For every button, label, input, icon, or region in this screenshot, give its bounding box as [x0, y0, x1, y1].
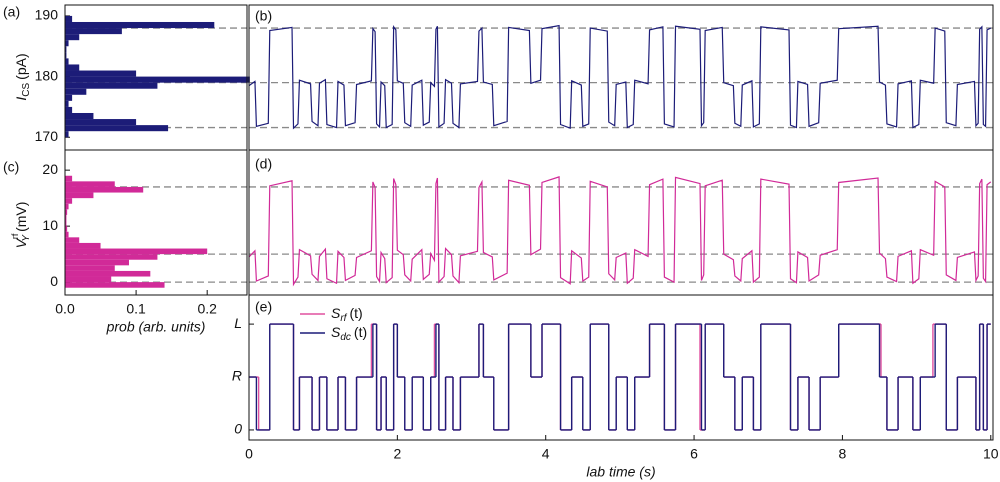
- panel-label: (a): [3, 4, 20, 20]
- histogram-bar: [65, 34, 80, 41]
- histogram-bar: [65, 198, 73, 204]
- y-tick-label: L: [234, 315, 242, 331]
- y-tick-label: 0: [50, 273, 58, 289]
- y-axis-label: ICS (pA): [13, 53, 32, 100]
- legend-label: Sdc (t): [331, 324, 367, 343]
- histogram-bar: [65, 15, 73, 22]
- y-tick-label: 10: [42, 217, 58, 233]
- histogram-bar: [65, 70, 137, 77]
- histogram-bar: [65, 282, 165, 288]
- histogram-bar: [65, 259, 129, 266]
- x-tick-label: 4: [542, 446, 550, 462]
- x-axis-label: lab time (s): [586, 464, 655, 480]
- x-tick-label: 0.2: [197, 301, 217, 317]
- legend-suffix: (t): [354, 324, 367, 340]
- histogram-bar: [65, 226, 68, 232]
- histogram-bar: [65, 270, 151, 277]
- histogram-bar: [65, 88, 87, 95]
- legend-name: S: [331, 324, 341, 340]
- trace-line: [248, 176, 992, 287]
- histogram-bar: [65, 192, 94, 199]
- panel-label: (e): [255, 299, 272, 315]
- panel-label: (c): [3, 159, 19, 175]
- x-tick-label: 6: [690, 446, 698, 462]
- histogram-bar: [65, 76, 250, 83]
- histogram-bar: [65, 254, 158, 260]
- histogram-bar: [65, 125, 169, 132]
- histogram-bar: [65, 28, 122, 35]
- y-label-unit: (pA): [13, 53, 29, 79]
- y-tick-label: 170: [35, 128, 59, 144]
- x-tick-label: 0.0: [55, 301, 75, 317]
- y-tick-label: R: [232, 368, 242, 384]
- legend-name: S: [331, 305, 341, 321]
- histogram-bar: [65, 40, 69, 47]
- histogram-bar: [65, 46, 67, 53]
- y-label-subscript: CS: [21, 83, 32, 97]
- y-tick-label: 180: [35, 67, 59, 83]
- x-tick-label: 10: [983, 446, 999, 462]
- x-tick-label: 0.1: [126, 301, 146, 317]
- y-axis-label: VrfY (mV): [10, 202, 31, 249]
- histogram-bar: [65, 131, 69, 138]
- histogram-bar: [65, 237, 80, 243]
- y-label-unit: (mV): [13, 202, 29, 232]
- axes-frame: [248, 4, 994, 151]
- legend-subscript: dc: [340, 332, 351, 343]
- histogram-bar: [65, 119, 137, 126]
- histogram-bar: [65, 100, 69, 107]
- histogram-bar: [65, 82, 158, 89]
- histogram-bar: [65, 276, 112, 283]
- x-tick-label: 8: [839, 446, 847, 462]
- histogram-bar: [65, 175, 73, 182]
- x-tick-label: 2: [393, 446, 401, 462]
- axes-frame: [248, 149, 994, 296]
- histogram-bar: [65, 112, 94, 120]
- x-tick-label: 0: [245, 446, 253, 462]
- histogram-bar: [65, 248, 208, 255]
- histogram-bar: [65, 21, 215, 29]
- axes-frame: [64, 149, 248, 296]
- legend-subscript: rf: [340, 313, 347, 324]
- histogram-bar: [65, 231, 69, 238]
- panel-label: (d): [255, 156, 272, 172]
- y-label-symbol: I: [13, 97, 29, 101]
- histogram-bar: [65, 106, 73, 113]
- y-label-subscript: Y: [21, 234, 32, 242]
- histogram-bar: [65, 265, 115, 271]
- histogram-bar: [65, 94, 73, 101]
- axes-frame: [248, 294, 994, 441]
- histogram-bar: [65, 58, 69, 65]
- y-label-superscript: rf: [10, 233, 20, 239]
- histogram-bar: [65, 203, 69, 210]
- histogram-bar: [65, 52, 67, 59]
- legend-label: Srf (t): [331, 305, 363, 324]
- panel-label: (b): [255, 8, 272, 24]
- histogram-bar: [65, 242, 101, 249]
- x-axis-label: prob (arb. units): [106, 319, 206, 335]
- histogram-bar: [65, 214, 67, 221]
- y-tick-label: 190: [35, 7, 59, 23]
- histogram-bar: [65, 181, 115, 187]
- histogram-bar: [65, 220, 67, 227]
- y-label-symbol: V: [13, 237, 29, 248]
- histogram-bar: [65, 186, 144, 193]
- histogram-bar: [65, 209, 68, 215]
- legend-suffix: (t): [349, 305, 362, 321]
- y-tick-label: 20: [42, 161, 58, 177]
- y-tick-label: 0: [234, 421, 242, 437]
- histogram-bar: [65, 64, 80, 71]
- trace-line: [248, 24, 992, 130]
